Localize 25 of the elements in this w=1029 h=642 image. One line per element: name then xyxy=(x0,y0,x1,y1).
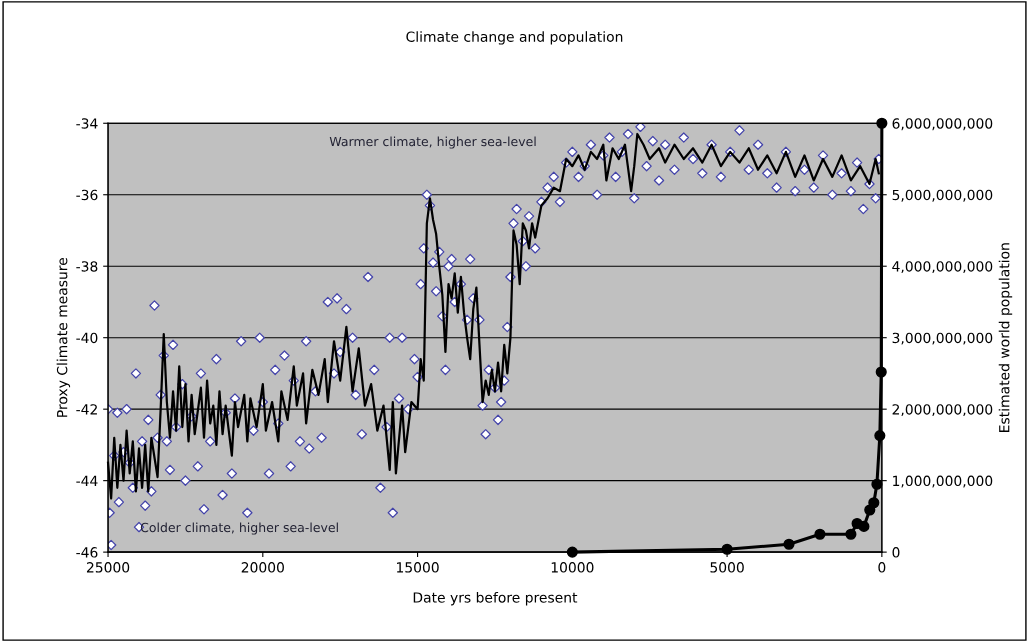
y2-tick-label: 3,000,000,000 xyxy=(892,332,993,345)
y2-tick-label: 0 xyxy=(892,547,900,558)
x-tick-label: 5000 xyxy=(710,562,744,573)
y2-axis-title: Estimated world population xyxy=(998,243,1013,432)
x-axis-title: Date yrs before present xyxy=(413,591,578,606)
x-tick-label: 15000 xyxy=(397,562,439,573)
y2-tick-label: 5,000,000,000 xyxy=(892,189,993,202)
y-tick-label: -36 xyxy=(76,189,98,201)
x-tick-label: 20000 xyxy=(241,562,284,573)
y-tick-label: -46 xyxy=(76,547,98,558)
y-axis-title: Proxy Climate measure xyxy=(56,257,71,417)
chart-title: Climate change and population xyxy=(406,31,623,45)
y-tick-label: -34 xyxy=(76,118,98,129)
y-tick-label: -40 xyxy=(76,332,98,344)
annotation: Warmer climate, higher sea-level xyxy=(329,136,536,149)
y-tick-label: -38 xyxy=(76,261,98,272)
y2-tick-label: 6,000,000,000 xyxy=(892,118,993,131)
y-tick-label: -44 xyxy=(76,475,98,486)
y2-tick-label: 1,000,000,000 xyxy=(893,475,993,488)
y2-tick-label: 4,000,000,000 xyxy=(892,261,993,274)
x-tick-label: 0 xyxy=(878,562,886,573)
y2-tick-label: 2,000,000,000 xyxy=(892,404,993,417)
x-tick-label: 25000 xyxy=(86,562,130,573)
y-tick-label: -42 xyxy=(76,404,97,415)
x-tick-label: 10000 xyxy=(551,562,594,573)
